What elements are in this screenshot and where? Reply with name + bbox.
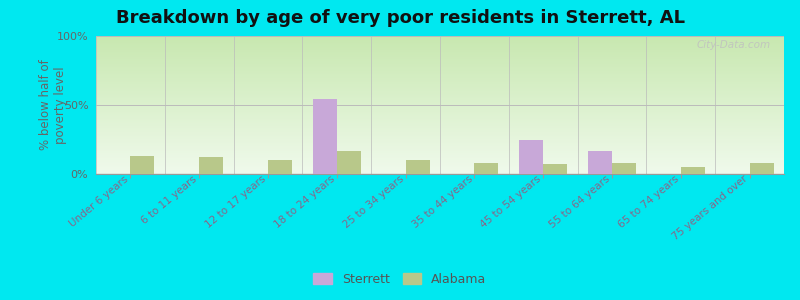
Bar xyxy=(337,151,361,174)
Text: Under 6 years: Under 6 years xyxy=(68,174,130,229)
Bar xyxy=(588,151,612,174)
Text: 55 to 64 years: 55 to 64 years xyxy=(548,174,612,230)
Text: 75 years and over: 75 years and over xyxy=(670,174,750,242)
Bar xyxy=(612,163,636,174)
Bar xyxy=(199,158,223,174)
Text: 65 to 74 years: 65 to 74 years xyxy=(617,174,681,230)
Bar xyxy=(519,140,543,174)
Text: 25 to 34 years: 25 to 34 years xyxy=(342,174,406,230)
Bar xyxy=(543,164,567,174)
Bar xyxy=(406,160,430,174)
Text: 18 to 24 years: 18 to 24 years xyxy=(273,174,337,230)
Bar xyxy=(681,167,705,174)
Y-axis label: % below half of
poverty level: % below half of poverty level xyxy=(38,60,66,150)
Legend: Sterrett, Alabama: Sterrett, Alabama xyxy=(309,268,491,291)
Bar xyxy=(750,163,774,174)
Text: 12 to 17 years: 12 to 17 years xyxy=(204,174,268,230)
Text: 6 to 11 years: 6 to 11 years xyxy=(140,174,199,226)
Bar xyxy=(130,156,154,174)
Bar xyxy=(474,163,498,174)
Text: 35 to 44 years: 35 to 44 years xyxy=(410,174,474,230)
Bar xyxy=(268,160,292,174)
Text: City-Data.com: City-Data.com xyxy=(696,40,770,50)
Text: 45 to 54 years: 45 to 54 years xyxy=(479,174,543,230)
Text: Breakdown by age of very poor residents in Sterrett, AL: Breakdown by age of very poor residents … xyxy=(115,9,685,27)
Bar xyxy=(313,100,337,174)
